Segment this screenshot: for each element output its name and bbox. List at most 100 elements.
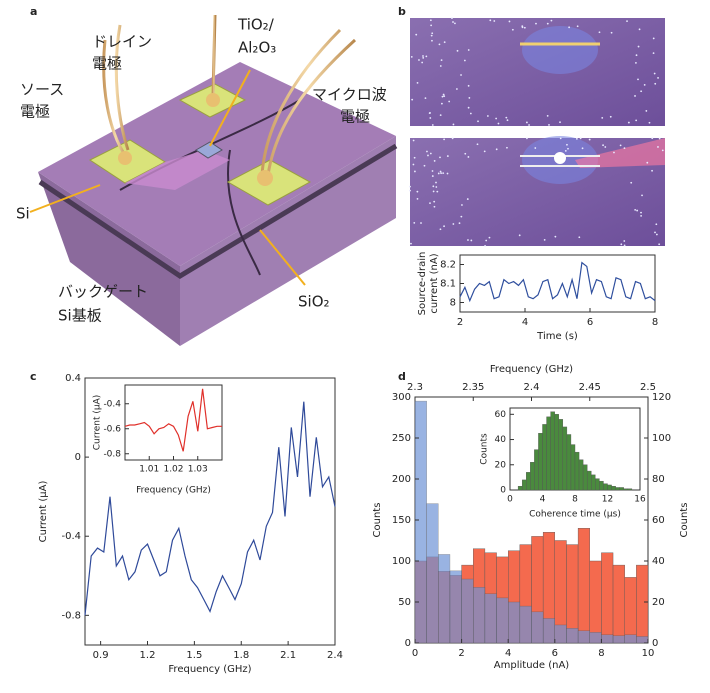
speckle bbox=[645, 110, 648, 112]
electrode-arm bbox=[125, 150, 230, 190]
speckle bbox=[431, 39, 433, 42]
x-axis-label: Frequency (GHz) bbox=[168, 664, 251, 675]
diagram-label: Al₂O₃ bbox=[238, 39, 276, 57]
x-axis-label: Frequency (GHz) bbox=[136, 486, 211, 496]
y-tick-label: -0.4 bbox=[103, 399, 121, 409]
speckle bbox=[497, 122, 500, 125]
bar bbox=[438, 554, 451, 644]
speckle bbox=[648, 121, 651, 124]
speckle bbox=[463, 59, 466, 62]
bar bbox=[619, 487, 624, 491]
bar bbox=[461, 578, 474, 644]
speckle bbox=[579, 137, 582, 140]
speckle bbox=[431, 124, 434, 126]
micrographs bbox=[409, 17, 665, 247]
speckle bbox=[441, 95, 444, 98]
speckle bbox=[637, 45, 640, 48]
bar bbox=[426, 503, 439, 644]
speckle bbox=[458, 222, 461, 225]
x-tick-label: 0 bbox=[412, 648, 418, 659]
bar bbox=[508, 601, 521, 644]
speckle bbox=[548, 124, 550, 126]
bar bbox=[599, 480, 604, 491]
bar bbox=[531, 611, 544, 644]
speckle bbox=[421, 61, 424, 64]
diagram-label: マイクロ波 bbox=[312, 86, 387, 104]
speckle bbox=[634, 209, 637, 211]
bar bbox=[589, 632, 602, 644]
x-tick-label: 1.03 bbox=[188, 465, 208, 475]
speckle bbox=[429, 117, 432, 119]
speckle bbox=[430, 24, 433, 27]
diagram-label: 電極 bbox=[340, 108, 370, 126]
y-tick-label: 150 bbox=[392, 515, 411, 526]
speckle bbox=[468, 97, 471, 99]
speckle bbox=[452, 123, 455, 126]
speckle bbox=[486, 115, 489, 117]
left-face bbox=[38, 172, 180, 346]
speckle bbox=[443, 41, 446, 44]
y-tick-label: -0.6 bbox=[103, 424, 121, 434]
bar bbox=[636, 636, 649, 644]
y-axis-label: Source-drain bbox=[417, 252, 428, 316]
speckle bbox=[452, 223, 455, 225]
speckle bbox=[467, 239, 469, 241]
speckle bbox=[637, 78, 639, 81]
y-tick-label: -0.8 bbox=[103, 449, 121, 459]
speckle bbox=[636, 209, 639, 212]
speckle bbox=[431, 32, 434, 35]
bar bbox=[414, 400, 427, 644]
speckle bbox=[495, 117, 498, 120]
speckle bbox=[437, 172, 440, 175]
speckle bbox=[488, 236, 491, 239]
speckle bbox=[429, 202, 431, 205]
speckle bbox=[435, 181, 437, 184]
speckle bbox=[433, 160, 436, 162]
speckle bbox=[655, 223, 658, 226]
speckle bbox=[432, 190, 435, 193]
speckle bbox=[455, 88, 458, 90]
x-axis-label: Amplitude (nA) bbox=[494, 660, 570, 671]
x2-tick-label: 2.4 bbox=[524, 382, 540, 393]
speckle bbox=[422, 56, 425, 59]
x-tick-label: 1.02 bbox=[163, 465, 183, 475]
x-tick-label: 8 bbox=[598, 648, 604, 659]
bar bbox=[578, 459, 584, 491]
speckle bbox=[476, 143, 479, 146]
speckle bbox=[420, 222, 422, 224]
speckle bbox=[640, 211, 642, 214]
speckle bbox=[626, 20, 628, 23]
speckle bbox=[646, 161, 649, 164]
bar bbox=[566, 628, 579, 644]
speckle bbox=[578, 236, 581, 239]
x-tick-label: 8 bbox=[572, 495, 578, 505]
speckle bbox=[433, 205, 436, 208]
speckle bbox=[448, 100, 451, 103]
speckle bbox=[506, 146, 508, 149]
x2-tick-label: 2.45 bbox=[579, 382, 601, 393]
diagram-label: Si bbox=[16, 205, 30, 223]
beam bbox=[575, 138, 665, 168]
bar bbox=[624, 577, 637, 644]
speckle bbox=[413, 156, 416, 159]
x-tick-label: 6 bbox=[552, 648, 558, 659]
speckle bbox=[566, 143, 568, 146]
speckle bbox=[446, 155, 449, 157]
speckle bbox=[640, 214, 643, 217]
x-tick-label: 2 bbox=[458, 648, 464, 659]
speckle bbox=[440, 172, 443, 175]
bond-wire bbox=[260, 28, 357, 176]
panel-label: a bbox=[30, 5, 37, 18]
speckle bbox=[588, 138, 591, 141]
speckle bbox=[554, 235, 557, 238]
bar bbox=[526, 472, 531, 491]
bar bbox=[519, 605, 532, 644]
y2-tick-label: 0 bbox=[652, 638, 658, 649]
bar bbox=[554, 624, 567, 644]
speckle bbox=[470, 239, 473, 242]
x-tick-label: 2.4 bbox=[327, 650, 343, 661]
x-tick-label: 0 bbox=[507, 495, 513, 505]
speckle bbox=[567, 147, 569, 150]
x-tick-label: 8 bbox=[652, 317, 658, 328]
y-tick-label: 8.2 bbox=[440, 260, 456, 271]
